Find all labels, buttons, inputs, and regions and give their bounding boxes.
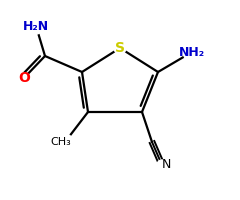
Circle shape: [28, 18, 44, 34]
Text: NH₂: NH₂: [179, 46, 205, 58]
Circle shape: [157, 160, 167, 170]
Text: CH₃: CH₃: [51, 137, 71, 147]
Text: O: O: [18, 71, 30, 85]
Text: S: S: [115, 41, 125, 55]
Circle shape: [183, 43, 201, 61]
Circle shape: [57, 134, 73, 150]
Circle shape: [19, 73, 29, 83]
Circle shape: [114, 42, 126, 54]
Text: H₂N: H₂N: [23, 20, 49, 32]
Text: N: N: [161, 158, 171, 171]
